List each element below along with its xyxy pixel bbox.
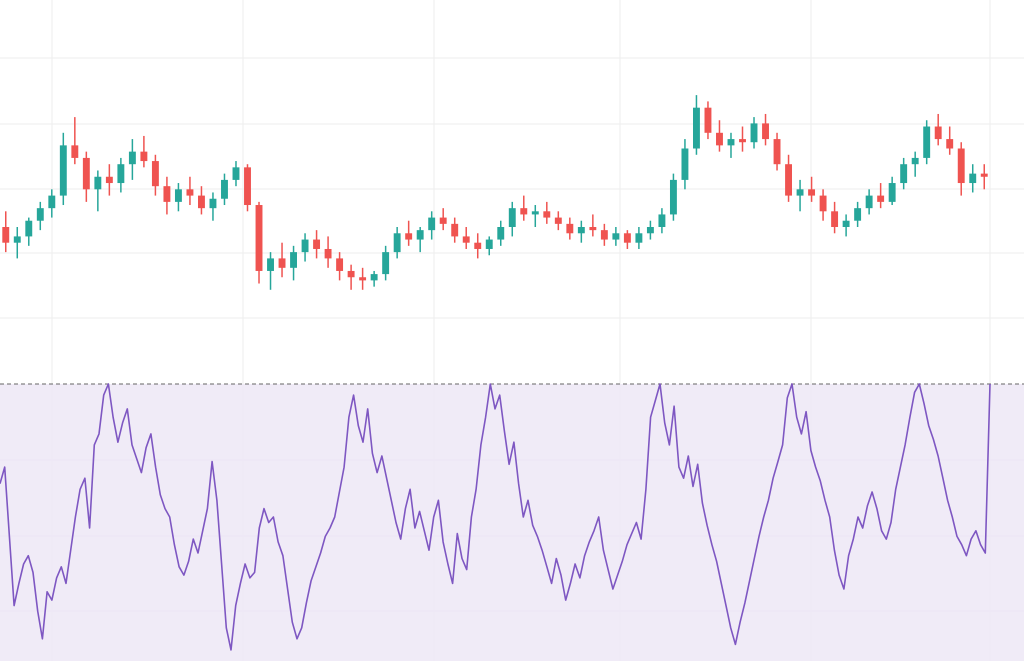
candle-body <box>209 198 217 209</box>
candle-body <box>347 270 355 278</box>
candle-body <box>439 217 447 224</box>
candle-body <box>13 236 21 243</box>
candle-body <box>336 258 344 271</box>
candle-body <box>393 233 401 253</box>
candle-body <box>94 176 102 190</box>
candle-body <box>865 195 873 209</box>
candle-body <box>382 252 390 275</box>
candle-body <box>727 139 735 146</box>
candle-body <box>773 139 781 165</box>
candle-body <box>693 107 700 149</box>
candle-body <box>600 230 608 240</box>
candle-body <box>186 189 194 196</box>
candle-body <box>785 164 792 196</box>
candle-body <box>854 208 862 221</box>
candle-body <box>819 195 827 212</box>
candle-body <box>36 208 44 221</box>
candle-body <box>969 173 977 184</box>
candle-body <box>980 173 988 177</box>
candle-body <box>485 239 493 249</box>
candle-body <box>934 126 942 140</box>
candle-body <box>888 183 896 202</box>
candle-body <box>704 107 712 133</box>
candle-body <box>796 189 804 196</box>
candle-body <box>198 195 205 209</box>
candle-body <box>750 123 758 143</box>
candle-body <box>646 227 654 234</box>
candle-body <box>128 151 136 165</box>
candle-body <box>290 252 297 268</box>
candle-body <box>877 195 885 202</box>
candle-body <box>244 167 251 206</box>
candle-body <box>117 164 125 184</box>
candle-body <box>82 157 90 190</box>
candle-body <box>612 233 620 240</box>
candle-body <box>174 189 182 202</box>
candle-body <box>577 227 585 234</box>
candle-body <box>831 211 839 227</box>
candle-body <box>151 161 159 187</box>
candle-body <box>739 139 746 143</box>
candle-body <box>221 179 228 199</box>
candle-body <box>520 208 528 215</box>
candle-body <box>716 132 723 146</box>
candle-body <box>71 145 79 158</box>
candle-body <box>232 167 240 180</box>
candle-body <box>359 277 367 281</box>
candle-body <box>25 220 33 237</box>
candle-body <box>255 205 263 271</box>
candle-body <box>2 227 10 243</box>
candle-body <box>669 179 677 215</box>
candle-body <box>105 176 113 184</box>
oscillator-line <box>0 383 991 651</box>
candle-body <box>923 126 931 158</box>
candle-body <box>163 186 171 202</box>
candlestick-series <box>2 95 988 290</box>
candle-body <box>140 151 148 162</box>
candle-body <box>278 258 286 268</box>
candle-body <box>301 239 309 253</box>
candle-body <box>267 258 274 271</box>
candle-body <box>900 164 908 184</box>
candle-body <box>589 227 597 231</box>
candle-body <box>405 233 413 240</box>
candle-body <box>566 223 574 234</box>
candle-body <box>681 148 689 180</box>
candle-body <box>324 248 332 259</box>
candle-body <box>635 233 643 243</box>
candle-body <box>658 214 666 227</box>
candle-body <box>623 233 631 243</box>
candle-body <box>808 189 816 196</box>
candle-body <box>474 242 482 249</box>
candle-body <box>59 145 67 196</box>
candle-body <box>497 227 505 240</box>
candle-body <box>554 217 562 224</box>
candle-body <box>313 239 321 249</box>
oscillator-band <box>0 384 1024 661</box>
candle-body <box>370 274 378 281</box>
candle-body <box>911 157 919 165</box>
candle-body <box>48 195 56 209</box>
candle-body <box>462 236 470 243</box>
candle-body <box>762 123 769 140</box>
candle-body <box>428 217 436 231</box>
candle-body <box>543 211 551 218</box>
candle-body <box>416 230 424 240</box>
candle-body <box>957 148 965 184</box>
candle-body <box>946 139 954 149</box>
candle-body <box>451 223 459 237</box>
candle-body <box>508 208 516 227</box>
candle-body <box>531 211 539 215</box>
candle-body <box>842 220 850 227</box>
